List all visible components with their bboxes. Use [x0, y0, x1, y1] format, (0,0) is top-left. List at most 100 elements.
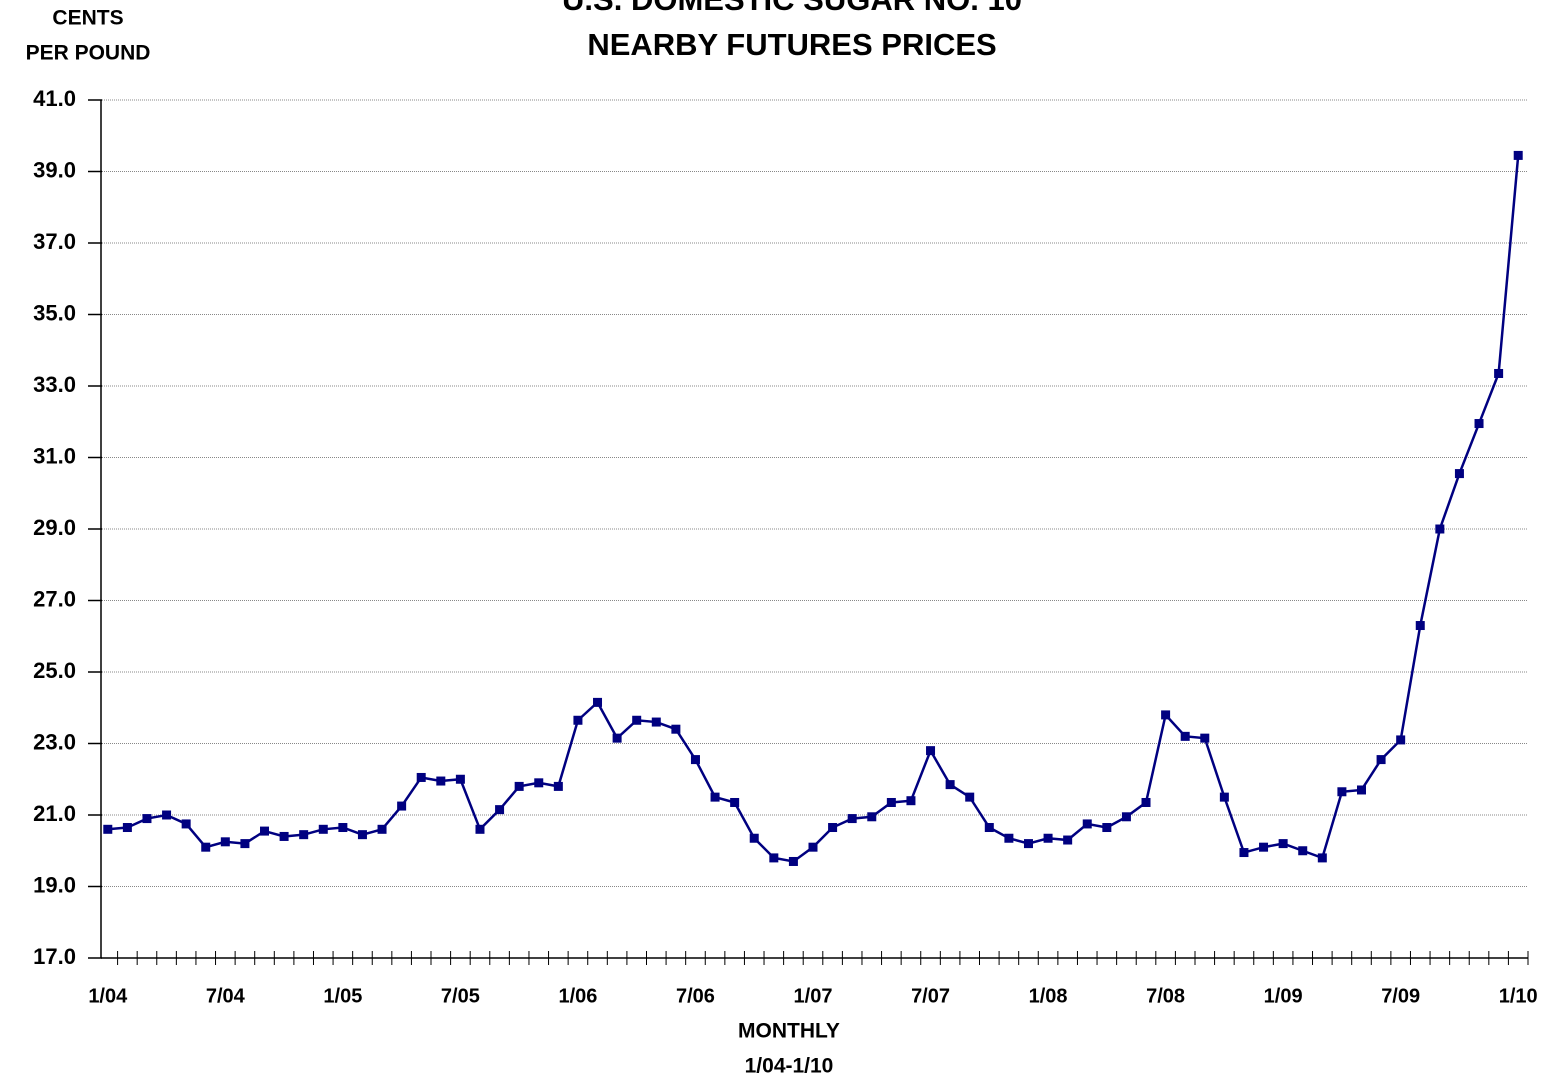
- data-point: [886, 797, 896, 807]
- y-axis-title: CENTS: [52, 7, 123, 30]
- data-point: [1121, 812, 1131, 822]
- y-tick-label: 25.0: [33, 658, 76, 683]
- data-point: [965, 792, 975, 802]
- data-point: [357, 830, 367, 840]
- data-point: [1082, 819, 1092, 829]
- data-point: [220, 837, 230, 847]
- x-tick-label: 7/06: [676, 985, 715, 1007]
- x-tick-label: 7/04: [206, 985, 246, 1007]
- data-point: [553, 781, 563, 791]
- data-point: [593, 697, 603, 707]
- data-point: [1161, 710, 1171, 720]
- data-point: [1317, 853, 1327, 863]
- data-point: [514, 781, 524, 791]
- data-point: [1278, 839, 1288, 849]
- data-point: [1337, 787, 1347, 797]
- x-axis-title: 1/04-1/10: [745, 1055, 834, 1078]
- x-axis-title: MONTHLY: [738, 1020, 840, 1043]
- data-point: [1180, 731, 1190, 741]
- y-tick-label: 27.0: [33, 586, 76, 611]
- data-point: [1063, 835, 1073, 845]
- y-axis-title: PER POUND: [26, 42, 151, 65]
- data-point: [279, 831, 289, 841]
- data-point: [867, 812, 877, 822]
- data-point: [436, 776, 446, 786]
- y-tick-label: 19.0: [33, 872, 76, 897]
- x-tick-label: 1/04: [88, 985, 128, 1007]
- data-point: [1102, 823, 1112, 833]
- data-point: [1474, 419, 1484, 429]
- data-point: [1298, 846, 1308, 856]
- x-tick-label: 1/08: [1029, 985, 1068, 1007]
- x-tick-label: 7/05: [441, 985, 480, 1007]
- data-point: [1513, 150, 1523, 160]
- y-tick-label: 17.0: [33, 944, 76, 969]
- data-point: [573, 715, 583, 725]
- y-tick-label: 41.0: [33, 86, 76, 111]
- data-point: [612, 733, 622, 743]
- data-point: [1239, 848, 1249, 858]
- data-point: [1356, 785, 1366, 795]
- data-point: [926, 746, 936, 756]
- data-point: [945, 780, 955, 790]
- y-tick-label: 39.0: [33, 157, 76, 182]
- data-point: [338, 823, 348, 833]
- data-point: [181, 819, 191, 829]
- chart-title: U.S. DOMESTIC SUGAR NO. 10: [562, 0, 1022, 17]
- x-tick-label: 7/09: [1381, 985, 1420, 1007]
- data-point: [299, 830, 309, 840]
- data-point: [495, 805, 505, 815]
- chart-title: NEARBY FUTURES PRICES: [587, 27, 996, 62]
- data-point: [651, 717, 661, 727]
- data-point: [142, 814, 152, 824]
- data-point: [534, 778, 544, 788]
- data-point: [1219, 792, 1229, 802]
- data-point: [749, 833, 759, 843]
- data-point: [1396, 735, 1406, 745]
- data-point: [690, 755, 700, 765]
- data-point: [847, 814, 857, 824]
- data-point: [455, 774, 465, 784]
- data-point: [1200, 733, 1210, 743]
- x-tick-label: 1/09: [1264, 985, 1303, 1007]
- data-point: [671, 724, 681, 734]
- data-point: [1043, 833, 1053, 843]
- data-point: [632, 715, 642, 725]
- data-point: [318, 824, 328, 834]
- y-tick-label: 37.0: [33, 229, 76, 254]
- data-point: [1494, 368, 1504, 378]
- data-point: [240, 839, 250, 849]
- data-point: [1435, 524, 1445, 534]
- y-tick-label: 29.0: [33, 515, 76, 540]
- data-point: [769, 853, 779, 863]
- x-tick-label: 1/05: [323, 985, 362, 1007]
- data-point: [906, 796, 916, 806]
- data-point: [1004, 833, 1014, 843]
- data-point: [162, 810, 172, 820]
- data-point: [1415, 621, 1425, 631]
- data-point: [475, 824, 485, 834]
- data-point: [377, 824, 387, 834]
- x-tick-label: 7/07: [911, 985, 950, 1007]
- data-point: [1259, 842, 1269, 852]
- data-point: [788, 856, 798, 866]
- data-point: [1376, 755, 1386, 765]
- y-tick-label: 23.0: [33, 729, 76, 754]
- y-tick-label: 33.0: [33, 372, 76, 397]
- data-point: [984, 823, 994, 833]
- data-point: [710, 792, 720, 802]
- x-tick-label: 7/08: [1146, 985, 1185, 1007]
- data-point: [397, 801, 407, 811]
- data-point: [1023, 839, 1033, 849]
- data-point: [808, 842, 818, 852]
- data-point: [260, 826, 270, 836]
- x-tick-label: 1/07: [794, 985, 833, 1007]
- x-tick-label: 1/10: [1499, 985, 1538, 1007]
- data-point: [828, 823, 838, 833]
- data-point: [103, 824, 113, 834]
- x-tick-label: 1/06: [558, 985, 597, 1007]
- data-point: [122, 823, 132, 833]
- y-tick-label: 31.0: [33, 443, 76, 468]
- data-point: [1454, 469, 1464, 479]
